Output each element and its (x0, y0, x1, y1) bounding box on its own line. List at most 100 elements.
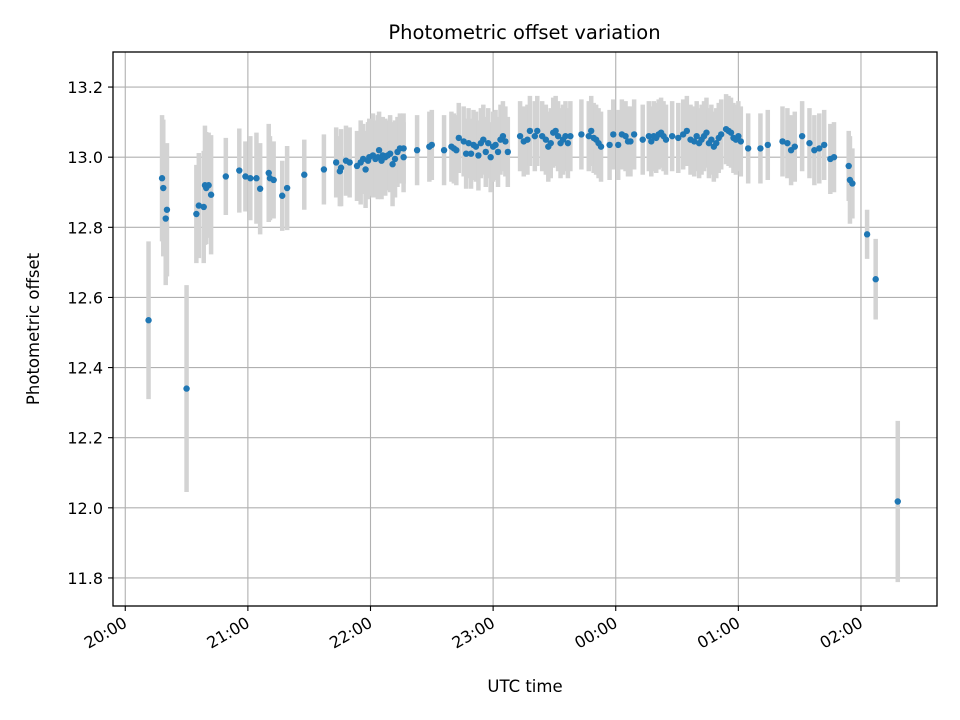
data-point (627, 138, 634, 145)
data-point (222, 173, 230, 180)
data-point (562, 132, 569, 140)
data-point (830, 153, 838, 161)
data-point (359, 155, 367, 163)
data-point (516, 132, 524, 140)
data-point (487, 153, 494, 161)
data-point (502, 138, 509, 145)
x-tick-label: 20:00 (81, 613, 130, 653)
data-point (320, 166, 328, 173)
x-axis-ticks: 20:00 21:00 22:00 23:00 00:00 01:00 02:00 (81, 606, 866, 653)
plot-area-frame (112, 51, 938, 607)
data-point (588, 127, 595, 135)
data-point (845, 162, 852, 170)
data-point (160, 184, 167, 192)
data-point (547, 139, 554, 147)
data-point (552, 127, 559, 135)
data-point (567, 132, 574, 140)
data-point (428, 141, 436, 149)
data-point (757, 145, 764, 152)
data-point (256, 185, 264, 192)
data-point (480, 136, 487, 143)
data-points (145, 125, 901, 505)
data-point (183, 385, 190, 392)
data-point (524, 136, 531, 143)
data-point (526, 127, 534, 135)
data-point (389, 161, 396, 168)
x-tick-label: 23:00 (449, 613, 498, 653)
chart-title: Photometric offset variation (388, 21, 660, 44)
data-point (475, 152, 482, 159)
data-point (504, 148, 512, 156)
data-point (691, 138, 698, 145)
data-point (499, 132, 507, 140)
data-point (400, 153, 407, 161)
data-point (242, 173, 249, 180)
data-point (200, 203, 207, 211)
data-point (247, 175, 254, 182)
data-point (648, 138, 655, 145)
data-point (301, 171, 308, 178)
data-point (554, 132, 562, 140)
data-point (784, 139, 791, 147)
data-point (735, 132, 742, 140)
data-point (564, 139, 572, 147)
data-point (375, 146, 383, 154)
error-bars (146, 94, 901, 583)
y-tick-label: 11.8 (67, 569, 103, 588)
data-point (779, 138, 786, 145)
data-point (622, 132, 629, 140)
y-tick-label: 12.0 (67, 499, 103, 518)
data-point (162, 215, 169, 222)
data-point (400, 145, 407, 152)
data-point (811, 146, 818, 154)
data-point (798, 132, 806, 140)
data-point (534, 127, 541, 135)
y-tick-label: 12.8 (67, 218, 103, 237)
data-point (693, 132, 700, 140)
data-point (662, 136, 670, 143)
y-tick-label: 12.6 (67, 288, 103, 307)
data-point (265, 169, 272, 177)
data-point (639, 136, 646, 143)
data-point (894, 498, 901, 505)
y-tick-label: 13.0 (67, 148, 103, 167)
data-point (597, 143, 605, 150)
data-point (585, 132, 592, 140)
data-point (737, 138, 745, 145)
data-point (472, 143, 480, 150)
x-tick-label: 00:00 (571, 613, 620, 653)
data-point (713, 139, 720, 147)
y-tick-label: 12.4 (67, 359, 103, 378)
y-axis-title: Photometric offset (24, 252, 43, 405)
data-point (820, 141, 828, 149)
data-point (253, 175, 260, 182)
data-point (630, 131, 638, 138)
data-point (645, 132, 653, 140)
data-point (453, 146, 460, 154)
data-point (494, 148, 502, 156)
data-point (195, 202, 203, 209)
data-point (337, 164, 345, 171)
x-tick-label: 02:00 (817, 613, 866, 653)
data-point (465, 139, 472, 147)
data-point (703, 129, 710, 136)
x-axis-title: UTC time (487, 677, 562, 696)
data-point (578, 131, 585, 138)
data-point (717, 131, 725, 138)
data-point (193, 210, 200, 218)
data-point (849, 180, 856, 187)
y-axis-ticks: 11.8 12.0 12.2 12.4 12.6 12.8 13.0 13.2 (67, 78, 113, 588)
data-point (362, 166, 369, 173)
data-point (675, 134, 682, 142)
data-point (332, 159, 340, 166)
data-point (668, 132, 676, 140)
data-point (207, 191, 215, 198)
data-point (279, 192, 286, 199)
data-point (440, 146, 448, 154)
data-point (346, 159, 353, 166)
data-point (386, 150, 394, 157)
data-point (708, 136, 715, 143)
data-point (683, 127, 691, 135)
data-point (610, 131, 617, 138)
